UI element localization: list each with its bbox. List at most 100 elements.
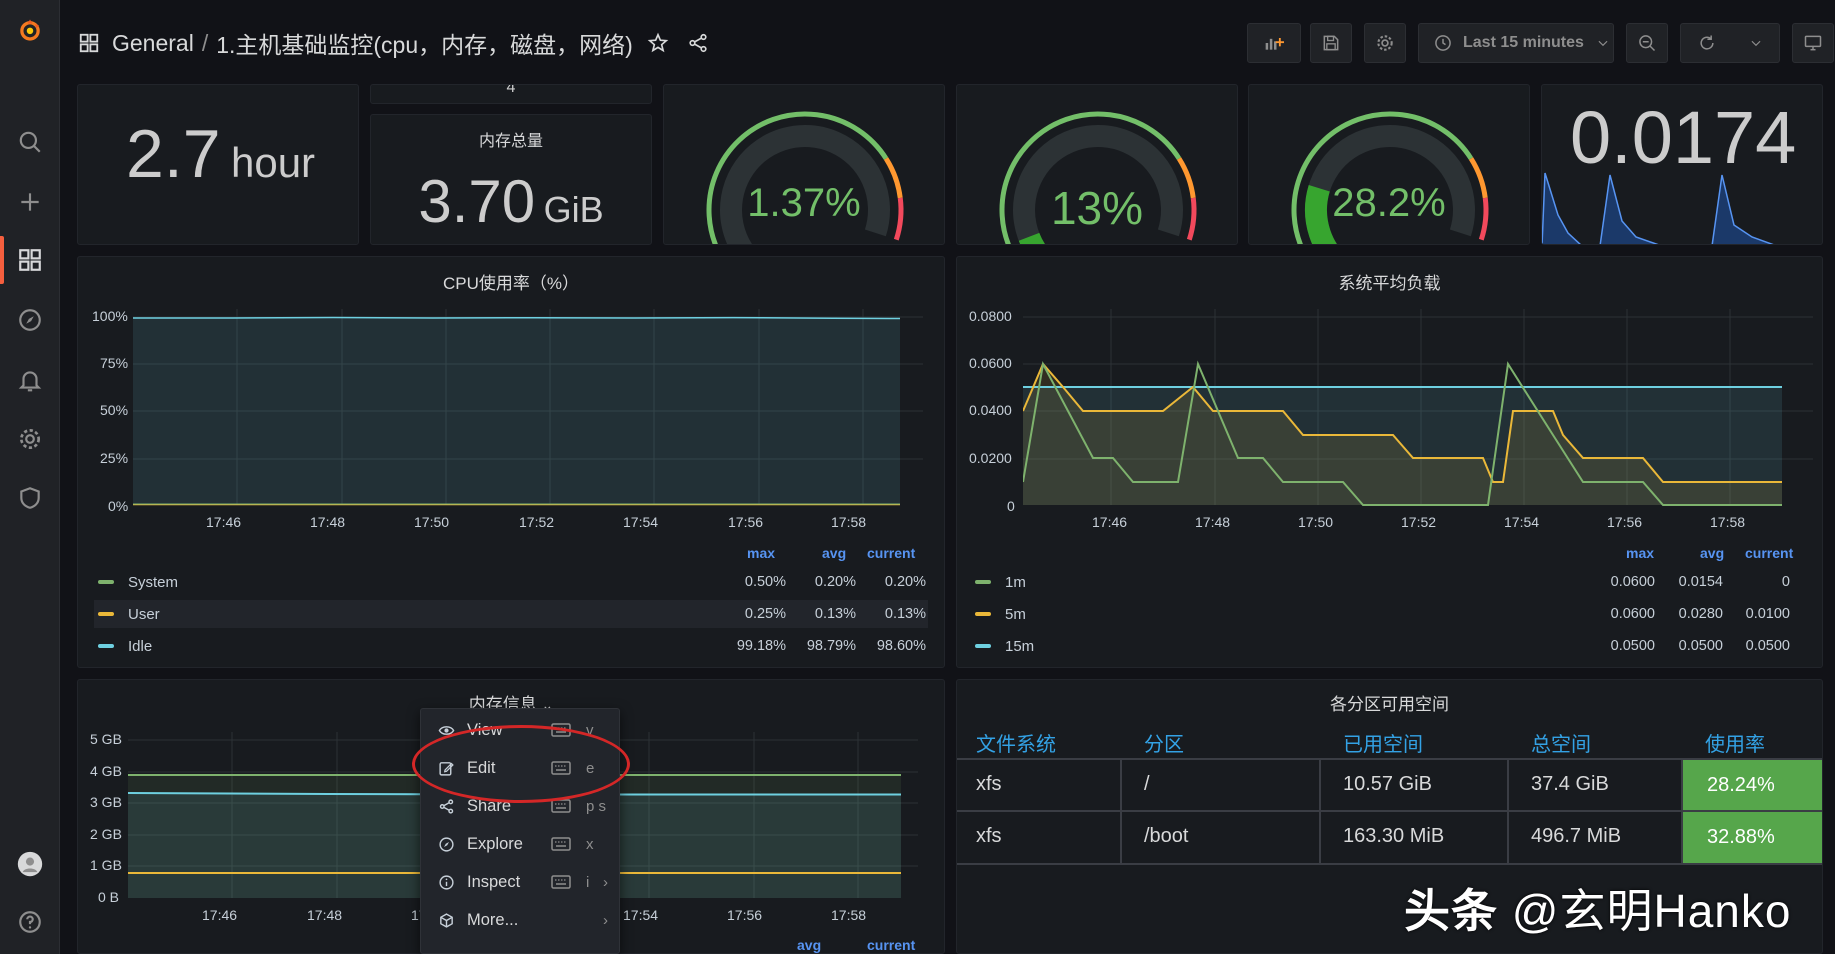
gauge-threshold-red: [1186, 197, 1197, 241]
watermark-brand: 头条: [1404, 885, 1498, 937]
cube-icon: [437, 911, 455, 929]
table-divider: [1319, 758, 1321, 865]
chevron-down-icon: [1596, 36, 1610, 50]
menu-item-view[interactable]: View v: [421, 711, 621, 749]
sparkline-graph: [1542, 172, 1774, 244]
menu-item-explore[interactable]: Explore x: [421, 825, 621, 863]
breadcrumb-folder[interactable]: General: [112, 29, 194, 56]
shield-icon[interactable]: [14, 482, 46, 514]
legend-header-current[interactable]: current: [867, 937, 916, 953]
legend-current: 0: [1781, 574, 1790, 590]
explore-compass-icon[interactable]: [14, 304, 46, 336]
table-header-total[interactable]: 总空间: [1531, 734, 1591, 756]
legend-max: 0.0600: [1610, 606, 1655, 622]
cpu-x-tick: 17:52: [519, 514, 555, 530]
uptime-stat-panel[interactable]: 2.7 hour: [77, 84, 359, 245]
legend-series-name: 15m: [1005, 637, 1035, 655]
gauge-value-arc: [1018, 232, 1046, 244]
legend-avg: 0.13%: [814, 606, 856, 622]
table-header-used[interactable]: 已用空间: [1343, 734, 1423, 756]
menu-item-more[interactable]: More... ›: [421, 901, 621, 939]
gauge-2-value: 13%: [1050, 182, 1144, 234]
time-range-picker[interactable]: Last 15 minutes: [1418, 23, 1614, 63]
legend-row-idle[interactable]: Idle 99.18% 98.79% 98.60%: [98, 632, 928, 660]
cycle-view-mode-button[interactable]: [1792, 23, 1834, 63]
table-header-usage[interactable]: 使用率: [1705, 734, 1765, 756]
compass-icon: [437, 835, 455, 853]
gauge-panel-1[interactable]: 1.37%: [663, 84, 945, 245]
menu-item-label: Edit: [467, 758, 496, 777]
gauge-3-arc: [1291, 111, 1489, 244]
menu-item-share[interactable]: Share p s: [421, 787, 621, 825]
legend-row-user[interactable]: User 0.25% 0.13% 0.13%: [94, 600, 928, 628]
chevron-down-icon: ⌄: [541, 697, 554, 713]
gauge-1-arc: [706, 111, 904, 244]
legend-series-name: System: [128, 573, 179, 591]
gear-icon[interactable]: [14, 423, 46, 455]
legend-header-avg[interactable]: avg: [797, 937, 822, 953]
menu-item-label: More...: [467, 910, 519, 929]
cpu-usage-panel[interactable]: CPU使用率（%） 100% 75% 50% 25% 0% 17:46 17:4…: [77, 256, 945, 668]
user-avatar[interactable]: [14, 848, 46, 880]
legend-row-15m[interactable]: 15m 0.0500 0.0500 0.0500: [975, 632, 1805, 660]
legend-row-1m[interactable]: 1m 0.0600 0.0154 0: [975, 568, 1805, 596]
menu-item-inspect[interactable]: Inspect i ›: [421, 863, 621, 901]
legend-avg: 0.0280: [1678, 606, 1723, 622]
memory-total-title: 内存总量: [478, 133, 543, 150]
help-icon[interactable]: [14, 906, 46, 938]
legend-header-current[interactable]: current: [867, 545, 916, 561]
watermark: 头条 @玄明Hanko: [1404, 875, 1791, 941]
menu-item-shortcut: i: [586, 873, 590, 891]
legend-header-max[interactable]: max: [1626, 545, 1655, 561]
save-dashboard-button[interactable]: [1310, 23, 1352, 63]
menu-item-edit[interactable]: Edit e: [421, 749, 621, 787]
cell-usage: 28.24%: [1683, 760, 1822, 810]
cpu-x-tick: 17:48: [310, 514, 346, 530]
legend-max: 0.0500: [1610, 638, 1655, 654]
load-y-tick: 0: [1007, 498, 1015, 514]
dashboard-title[interactable]: 1.主机基础监控(cpu，内存，磁盘，网络): [216, 32, 633, 58]
menu-item-shortcut: p s: [586, 797, 607, 815]
star-icon[interactable]: [647, 32, 669, 54]
gauge-panel-2[interactable]: 13%: [956, 84, 1238, 245]
legend-header-avg[interactable]: avg: [1700, 545, 1725, 561]
legend-max: 0.0600: [1610, 574, 1655, 590]
cpu-y-tick: 0%: [108, 498, 129, 514]
dashboard-settings-button[interactable]: [1364, 23, 1406, 63]
dashboards-grid-icon: [78, 32, 100, 54]
load-average-panel[interactable]: 系统平均负载 0.0800 0.0600 0.0400 0.0200 0 17:…: [956, 256, 1823, 668]
legend-max: 0.25%: [744, 606, 786, 622]
gauge-threshold-orange: [1176, 157, 1196, 199]
partition-space-panel[interactable]: 各分区可用空间 文件系统 分区 已用空间 总空间 使用率 xfs / 10.57…: [956, 679, 1823, 954]
gauge-threshold-green: [999, 111, 1182, 244]
memory-total-stat-panel[interactable]: 内存总量 3.70 GiB: [370, 114, 652, 245]
menu-item-shortcut: x: [586, 835, 594, 853]
zoom-out-button[interactable]: [1626, 23, 1668, 63]
table-header-partition[interactable]: 分区: [1144, 734, 1184, 756]
legend-header-avg[interactable]: avg: [822, 545, 847, 561]
add-panel-button[interactable]: [1247, 23, 1301, 63]
legend-row-system[interactable]: System 0.50% 0.20% 0.20%: [98, 568, 928, 596]
chevron-down-icon[interactable]: [1749, 36, 1763, 50]
sparkline-stat-panel[interactable]: 0.0174: [1541, 84, 1823, 245]
legend-current: 0.20%: [884, 574, 926, 590]
bell-alerting-icon[interactable]: [14, 364, 46, 396]
legend-header-current[interactable]: current: [1745, 545, 1794, 561]
legend-header-max[interactable]: max: [747, 545, 776, 561]
watermark-handle: @玄明Hanko: [1511, 885, 1792, 937]
dashboards-icon[interactable]: [14, 244, 46, 276]
gauge-panel-3[interactable]: 28.2%: [1248, 84, 1530, 245]
grafana-logo-icon[interactable]: [14, 14, 46, 46]
load-x-tick: 17:54: [1504, 514, 1540, 530]
gauge-value-arc: [1305, 185, 1338, 244]
table-header-filesystem[interactable]: 文件系统: [976, 734, 1056, 756]
plus-icon[interactable]: [14, 186, 46, 218]
refresh-button-group[interactable]: [1680, 23, 1780, 63]
refresh-icon[interactable]: [1697, 33, 1717, 53]
cell-usage: 32.88%: [1683, 812, 1822, 863]
share-icon[interactable]: [687, 32, 709, 54]
legend-row-5m[interactable]: 5m 0.0600 0.0280 0.0100: [975, 600, 1805, 628]
cpu-x-tick: 17:58: [831, 514, 867, 530]
gauge-threshold-orange: [1468, 157, 1488, 199]
search-icon[interactable]: [14, 126, 46, 158]
